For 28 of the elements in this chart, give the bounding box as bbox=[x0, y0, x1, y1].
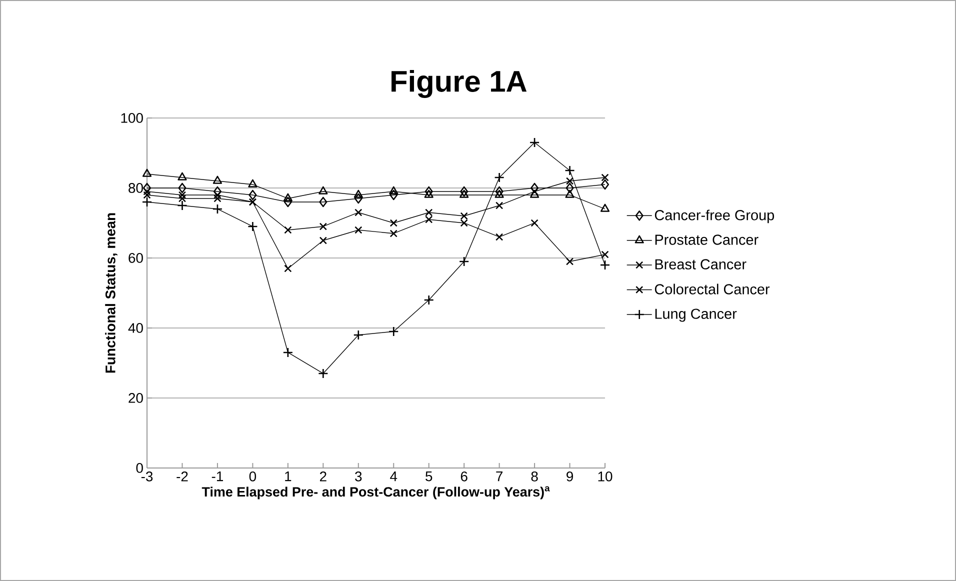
x-tick-label: 1 bbox=[285, 472, 292, 482]
x-tick-label: 9 bbox=[566, 471, 573, 482]
legend-label: Lung Cancer bbox=[655, 308, 737, 322]
x-tick-label: 8 bbox=[531, 471, 538, 482]
x-tick-label: 3 bbox=[355, 471, 362, 482]
legend-label: Breast Cancer bbox=[655, 259, 746, 270]
x-tick-label: 0 bbox=[249, 471, 256, 482]
y-tick-label: 100 bbox=[121, 113, 143, 123]
y-axis-title: Functional Status, mean bbox=[105, 213, 118, 373]
x-tick-label: 10 bbox=[598, 471, 612, 482]
x-axis-title: Time Elapsed Pre- and Post-Cancer (Follow-up Years)$^{a}$ bbox=[202, 486, 550, 500]
x-tick-label: 6 bbox=[460, 471, 468, 482]
x-tick-label: 4 bbox=[390, 472, 398, 482]
chart-title: Figure 1A bbox=[392, 70, 527, 98]
y-tick-label: 0 bbox=[136, 463, 143, 473]
y-tick-label: 20 bbox=[128, 393, 143, 403]
x-tick-label: -1 bbox=[212, 472, 223, 482]
legend-label: Prostate Cancer bbox=[655, 234, 758, 245]
x-tick-label: -3 bbox=[141, 471, 153, 482]
y-tick-label: 40 bbox=[128, 323, 143, 333]
y-tick-label: 60 bbox=[128, 253, 143, 263]
x-tick-label: -2 bbox=[176, 471, 188, 482]
x-tick-label: 5 bbox=[426, 472, 432, 482]
y-tick-label: 80 bbox=[128, 183, 143, 193]
x-tick-label: 2 bbox=[320, 471, 326, 482]
legend-label: Cancer-free Group bbox=[654, 210, 774, 224]
x-tick-label: 7 bbox=[496, 472, 502, 482]
legend-label: Colorectal Cancer bbox=[654, 284, 770, 294]
